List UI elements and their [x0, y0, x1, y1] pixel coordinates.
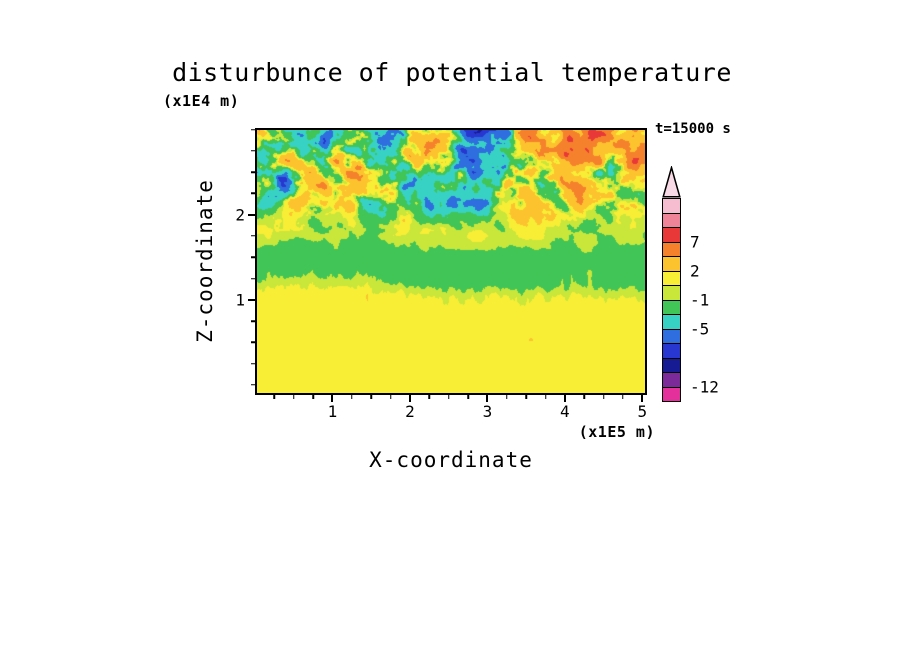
plot-area — [255, 128, 647, 395]
x-axis-tick — [312, 395, 314, 399]
x-axis-tick — [447, 395, 450, 399]
x-axis-tick-label: 4 — [560, 402, 570, 421]
x-axis-tick — [467, 395, 469, 399]
x-axis-tick — [428, 395, 431, 399]
x-axis-tick — [351, 395, 353, 399]
x-axis-tick — [563, 395, 566, 402]
time-label: t=15000 s — [655, 121, 731, 137]
y-axis-tick — [248, 213, 255, 216]
heatmap-canvas — [257, 130, 645, 393]
colorbar-segment — [663, 372, 680, 387]
colorbar-segment — [663, 285, 680, 300]
colorbar-segment — [663, 212, 680, 227]
colorbar-tick-label: -1 — [690, 290, 710, 310]
y-axis-tick-label: 1 — [235, 290, 245, 310]
colorbar-arrow-icon — [662, 166, 681, 198]
colorbar-segment — [663, 314, 680, 329]
colorbar-segment — [663, 299, 680, 314]
x-axis-title: X-coordinate — [369, 448, 533, 472]
colorbar-segment — [663, 256, 680, 271]
x-axis-tick — [486, 395, 489, 402]
x-axis-tick — [544, 395, 547, 399]
x-axis-tick — [389, 395, 392, 399]
y-axis-title: Z-coordinate — [193, 179, 217, 343]
x-axis-tick-label: 2 — [405, 402, 415, 421]
x-axis-tick — [331, 395, 334, 402]
x-axis-unit-label: (x1E5 m) — [578, 423, 655, 441]
colorbar-segment — [663, 343, 680, 358]
colorbar-tick-label: -5 — [690, 319, 710, 339]
colorbar-segment — [663, 270, 680, 285]
colorbar-arrow-shape — [662, 166, 681, 198]
colorbar-segment — [663, 199, 680, 213]
chart-title: disturbunce of potential temperature — [172, 58, 732, 87]
x-axis-tick — [641, 395, 644, 402]
x-axis-tick-label: 5 — [637, 402, 648, 421]
x-axis-tick — [292, 395, 295, 399]
colorbar-segment — [663, 357, 680, 372]
x-axis-tick — [525, 395, 527, 399]
colorbar: 7 2 -1 -5 -12 — [662, 166, 719, 402]
colorbar-segments — [662, 198, 681, 402]
colorbar-tick-label: -12 — [690, 377, 719, 397]
x-axis-tick — [622, 395, 624, 399]
x-axis-tick — [408, 395, 411, 402]
y-axis-tick-label: 2 — [235, 205, 245, 225]
x-axis-tick — [506, 395, 508, 399]
x-axis-tick-label: 3 — [482, 402, 493, 421]
x-axis-tick — [370, 395, 372, 399]
x-axis-tick — [602, 395, 605, 399]
y-axis-unit-label: (x1E4 m) — [163, 92, 240, 110]
colorbar-tick-label: 7 — [690, 232, 700, 252]
x-axis-tick — [583, 395, 585, 399]
x-axis-tick-label: 1 — [327, 402, 338, 421]
colorbar-segment — [663, 386, 680, 401]
colorbar-tick-label: 2 — [690, 261, 700, 281]
colorbar-segment — [663, 227, 680, 242]
y-axis-tick — [248, 298, 255, 301]
x-axis-tick — [273, 395, 276, 399]
colorbar-segment — [663, 328, 680, 343]
colorbar-segment — [663, 241, 680, 256]
